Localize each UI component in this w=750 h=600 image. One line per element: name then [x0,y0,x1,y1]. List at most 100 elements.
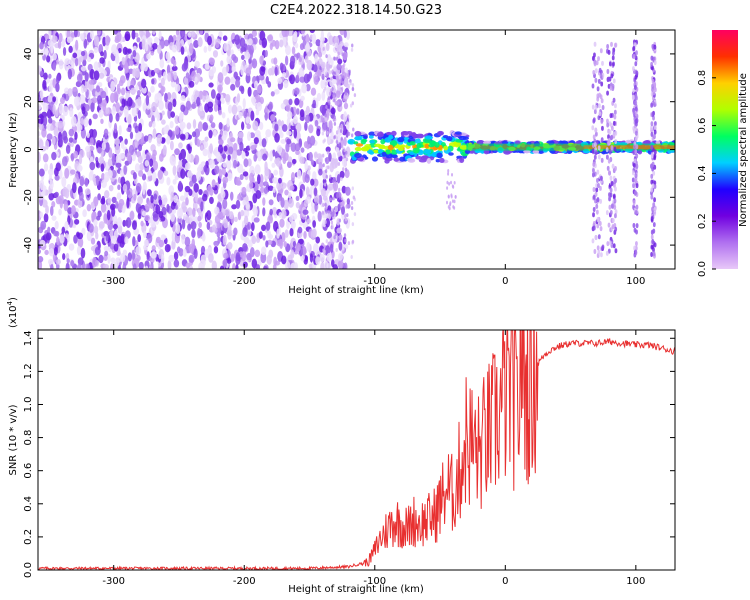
heatmap-cell [114,137,120,146]
heatmap-cell [298,67,305,78]
heatmap-cell [110,92,116,104]
heatmap-cell [599,48,603,54]
heatmap-cell [94,246,101,256]
heatmap-cell [206,210,212,221]
heatmap-cell [233,227,238,236]
heatmap-cell [210,89,216,99]
heatmap-cell [324,81,328,86]
heatmap-cell [333,121,337,126]
heatmap-cell [86,204,92,212]
heatmap-cell [172,178,177,185]
heatmap-cell [134,138,138,148]
heatmap-cell [209,196,214,205]
heatmap-cell [243,209,250,218]
heatmap-cell [120,140,125,149]
heatmap-cell [115,162,122,168]
heatmap-cell [127,113,132,125]
heatmap-cell [343,233,347,238]
heatmap-cell [45,139,50,150]
heatmap-cell [328,35,334,46]
heatmap-cell [612,61,615,67]
heatmap-cell [597,56,600,62]
heatmap-cell [454,195,457,199]
heatmap-cell [90,237,96,245]
heatmap-cell [330,220,334,225]
heatmap-cell [185,262,191,269]
heatmap-cell [48,243,55,249]
heatmap-cell [631,177,635,183]
heatmap-cell [343,102,349,110]
heatmap-cell [653,164,657,170]
heatmap-cell [351,222,355,227]
heatmap-cell [98,254,104,264]
heatmap-cell [239,174,244,181]
heatmap-cell [299,43,305,51]
heatmap-cell [222,153,227,160]
heatmap-cell [632,223,636,229]
heatmap-cell [593,109,597,115]
heatmap-cell [204,62,210,70]
heatmap-cell [129,210,135,221]
heatmap-cell [93,35,98,47]
heatmap-cell [90,201,95,209]
heatmap-cell [632,162,636,168]
heatmap-cell [261,224,267,232]
heatmap-cell [334,206,339,213]
heatmap-cell [48,82,53,93]
heatmap-cell [607,138,611,144]
heatmap-cell [257,174,261,185]
heatmap-cell [235,180,242,186]
heatmap-cell [459,145,468,150]
heatmap-cell [60,96,66,105]
heatmap-cell [188,254,195,263]
heatmap-cell [292,240,297,248]
heatmap-cell [110,80,116,92]
heatmap-cell [288,98,293,106]
heatmap-cell [351,101,354,106]
heatmap-cell [446,200,449,205]
heatmap-cell [347,241,351,246]
heatmap-cell [100,51,104,57]
heatmap-cell [325,105,328,110]
heatmap-cell [610,134,614,140]
heatmap-cell [314,53,319,63]
heatmap-cell [152,149,157,157]
heatmap-cell [592,134,596,140]
heatmap-cell [251,222,255,232]
heatmap-cell [393,157,400,162]
heatmap-cell [45,204,49,215]
heatmap-cell [263,265,268,269]
heatmap-cell [332,42,335,47]
snr-y-tick-label: 0.6 [23,463,34,479]
heatmap-cell [42,102,49,112]
heatmap-cell [229,191,234,201]
heatmap-cell [44,42,48,48]
heatmap-cell [349,81,352,86]
heatmap-cell [276,181,282,191]
figure-title: C2E4.2022.318.14.50.G23 [270,3,442,18]
heatmap-cell [108,184,114,192]
heatmap-cell [231,104,238,116]
heatmap-cell [77,164,83,172]
heatmap-cell [599,73,603,79]
heatmap-cell [305,33,310,44]
heatmap-cell [44,34,50,40]
heatmap-cell [324,157,328,162]
heatmap-cell [335,75,340,86]
heatmap-cell [44,48,49,56]
heatmap-cell [600,118,604,124]
heatmap-cell [253,217,260,223]
heatmap-cell [328,120,333,131]
heatmap-cell [330,76,333,81]
heatmap-cell [322,76,325,81]
heatmap-cell [309,253,314,263]
heatmap-cell [593,248,597,254]
heatmap-cell [107,158,112,167]
heatmap-cell [209,143,214,154]
heatmap-cell [70,153,75,162]
heatmap-cell [304,255,309,262]
heatmap-cell [613,109,617,115]
heatmap-cell [261,138,267,148]
heatmap-cell [117,224,123,235]
heatmap-cell [306,218,311,224]
